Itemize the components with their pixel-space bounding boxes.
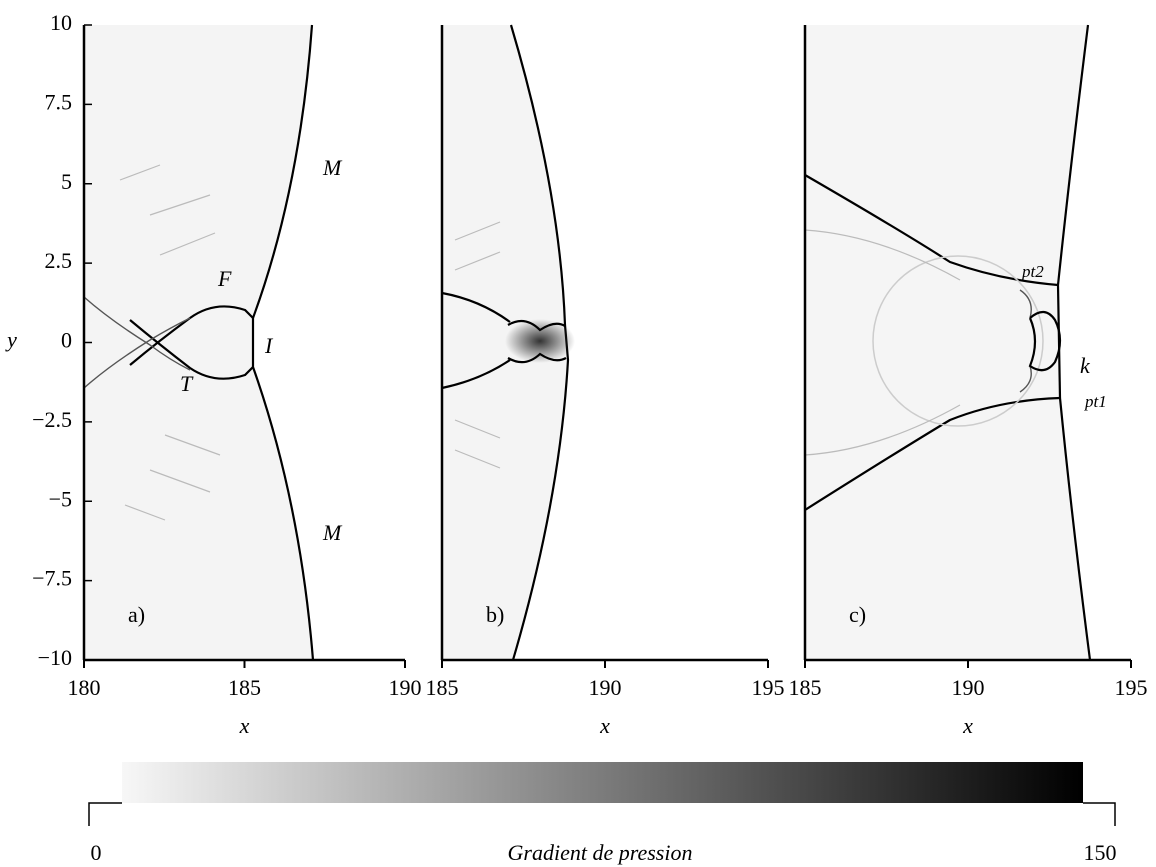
x-tick-label: 195: [752, 675, 785, 700]
annotation: I: [264, 333, 274, 358]
y-tick-label: −7.5: [32, 566, 72, 591]
x-axis-label: x: [239, 713, 250, 738]
panel-label: b): [486, 602, 504, 627]
y-tick-label: −5: [49, 486, 72, 511]
x-tick-label: 180: [68, 675, 101, 700]
y-tick-label: 2.5: [45, 248, 73, 273]
x-tick-label: 185: [789, 675, 822, 700]
x-tick-label: 185: [426, 675, 459, 700]
colorbar: [122, 762, 1083, 803]
y-tick-label: −10: [38, 645, 72, 670]
x-tick-label: 190: [952, 675, 985, 700]
y-axis-label: y: [5, 327, 17, 352]
colorbar-tick-label: 150: [1084, 840, 1117, 865]
x-axis-label: x: [599, 713, 610, 738]
y-tick-label: 7.5: [45, 89, 73, 114]
field-c: [804, 24, 1092, 661]
x-axis-label: x: [962, 713, 973, 738]
annotation: T: [180, 371, 194, 396]
annotation: k: [1080, 353, 1091, 378]
annotation: M: [322, 520, 343, 545]
panel-label: a): [128, 602, 145, 627]
annotation: F: [217, 266, 232, 291]
x-tick-label: 190: [589, 675, 622, 700]
colorbar-tick: [88, 802, 122, 826]
annotation: pt2: [1021, 262, 1044, 281]
x-tick-label: 190: [389, 675, 422, 700]
annotation: pt1: [1084, 392, 1107, 411]
y-tick-label: 0: [61, 328, 72, 353]
y-tick-label: 5: [61, 169, 72, 194]
field-b: [441, 24, 575, 661]
y-tick-label: −2.5: [32, 407, 72, 432]
y-tick-label: 10: [50, 10, 72, 35]
annotation: M: [322, 155, 343, 180]
panel-label: c): [849, 602, 866, 627]
x-tick-label: 185: [228, 675, 261, 700]
colorbar-tick: [1083, 802, 1116, 826]
field-a: [83, 24, 315, 661]
colorbar-label: Gradient de pression: [508, 840, 693, 865]
x-tick-label: 195: [1115, 675, 1148, 700]
colorbar-tick-label: 0: [91, 840, 102, 865]
